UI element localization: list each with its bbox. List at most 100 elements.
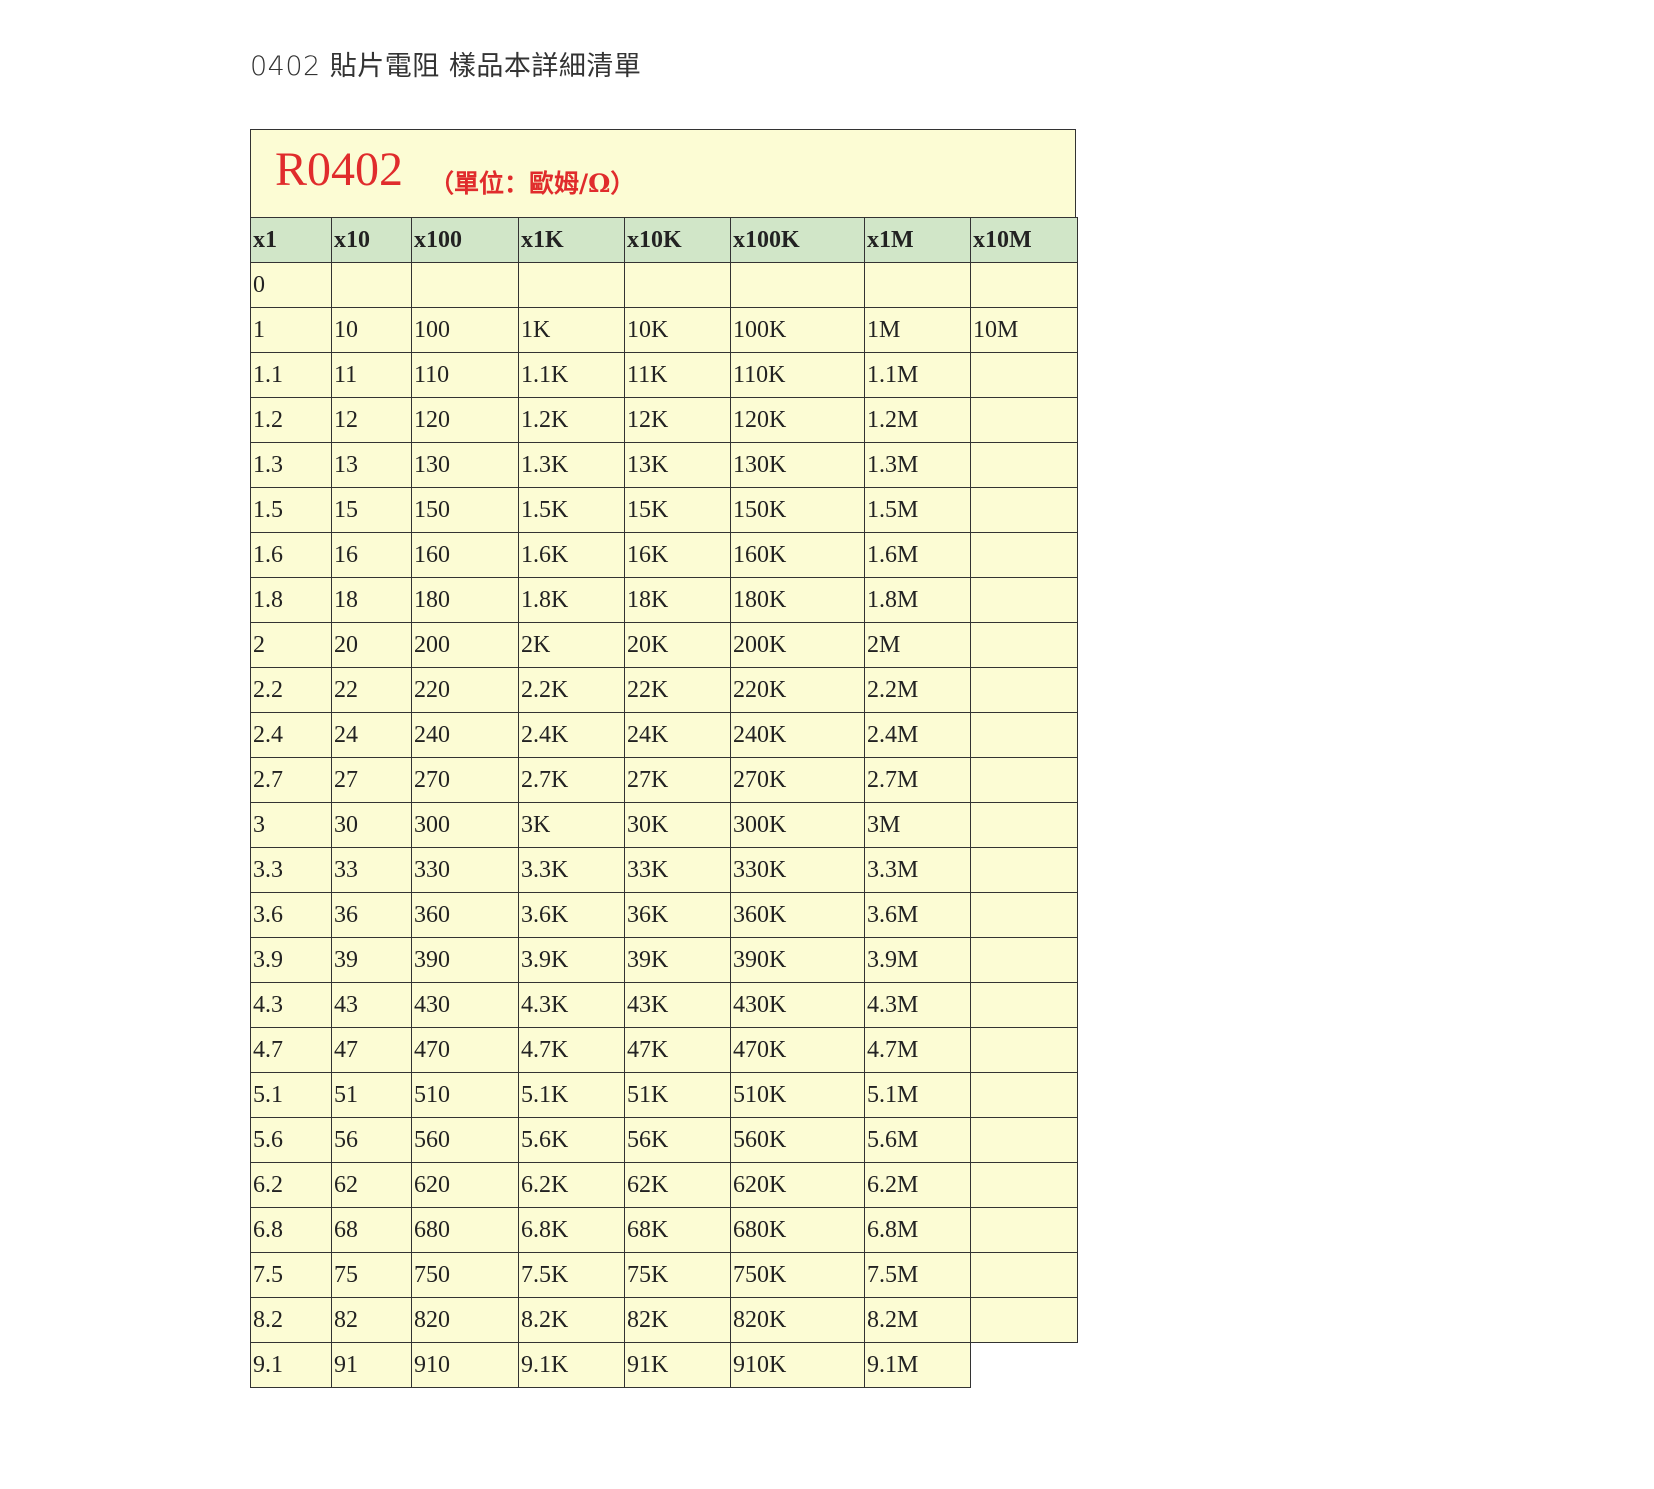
table-cell: 750K — [730, 1252, 865, 1298]
table-cell: 270 — [411, 757, 519, 803]
table-cell: 13K — [624, 442, 731, 488]
table-cell: 1K — [518, 307, 625, 353]
table-cell: 2K — [518, 622, 625, 668]
table-cell — [970, 937, 1078, 983]
table-cell: 510 — [411, 1072, 519, 1118]
table-cell: 130K — [730, 442, 865, 488]
table-cell: 560K — [730, 1117, 865, 1163]
table-cell: 2.2K — [518, 667, 625, 713]
table-cell: 6.8 — [250, 1207, 332, 1253]
table-row: 1.2 12 120 1.2K 12K 120K 1.2M — [250, 397, 1078, 443]
table-cell — [411, 262, 519, 308]
table-cell: 1.8K — [518, 577, 625, 623]
table-cell: 300K — [730, 802, 865, 848]
table-cell: 820 — [411, 1297, 519, 1343]
table-row: 3.9 39 390 3.9K 39K 390K 3.9M — [250, 937, 1078, 983]
table-cell: 150K — [730, 487, 865, 533]
table-cell — [970, 397, 1078, 443]
table-cell: 3.6M — [864, 892, 971, 938]
table-cell: 8.2K — [518, 1297, 625, 1343]
table-cell: 130 — [411, 442, 519, 488]
table-cell: 680K — [730, 1207, 865, 1253]
table-cell: 910 — [411, 1342, 519, 1388]
table-cell: 300 — [411, 802, 519, 848]
table-cell: 2.4K — [518, 712, 625, 758]
table-cell: 1.2 — [250, 397, 332, 443]
part-code: R0402 — [275, 143, 404, 196]
table-cell: 200K — [730, 622, 865, 668]
table-cell: 3.9 — [250, 937, 332, 983]
table-cell: 270K — [730, 757, 865, 803]
table-cell: 1.5 — [250, 487, 332, 533]
table-cell: 9.1M — [864, 1342, 971, 1388]
table-cell: 9.1 — [250, 1342, 332, 1388]
table-cell: 470K — [730, 1027, 865, 1073]
value-grid: x1 x10 x100 x1K x10K x100K x1M x10M 0 1 10 100 1K 10K… — [250, 217, 1078, 1388]
table-cell: 12K — [624, 397, 731, 443]
table-cell: 36K — [624, 892, 731, 938]
header-row: x1 x10 x100 x1K x10K x100K x1M x10M — [250, 217, 1078, 263]
table-cell: 1.5K — [518, 487, 625, 533]
table-cell: 1.1M — [864, 352, 971, 398]
table-cell: 4.3 — [250, 982, 332, 1028]
table-cell: 1.1K — [518, 352, 625, 398]
table-cell — [518, 262, 625, 308]
table-cell: 360K — [730, 892, 865, 938]
table-cell — [970, 667, 1078, 713]
table-cell: 18K — [624, 577, 731, 623]
table-cell: 6.2M — [864, 1162, 971, 1208]
table-cell — [970, 802, 1078, 848]
table-cell: 36 — [331, 892, 412, 938]
table-cell: 430 — [411, 982, 519, 1028]
table-cell: 5.6 — [250, 1117, 332, 1163]
table-cell: 12 — [331, 397, 412, 443]
table-row: 6.2 62 620 6.2K 62K 620K 6.2M — [250, 1162, 1078, 1208]
table-cell — [730, 262, 865, 308]
table-cell: 680 — [411, 1207, 519, 1253]
table-cell: 62 — [331, 1162, 412, 1208]
table-cell: 39 — [331, 937, 412, 983]
table-cell: 43K — [624, 982, 731, 1028]
table-row: 3.6 36 360 3.6K 36K 360K 3.6M — [250, 892, 1078, 938]
table-cell: 330 — [411, 847, 519, 893]
table-cell — [970, 1117, 1078, 1163]
table-cell: 68 — [331, 1207, 412, 1253]
table-cell: 6.2 — [250, 1162, 332, 1208]
table-cell: 47 — [331, 1027, 412, 1073]
table-cell: 2 — [250, 622, 332, 668]
table-cell: 240K — [730, 712, 865, 758]
table-cell: 8.2M — [864, 1297, 971, 1343]
table-cell — [970, 577, 1078, 623]
table-row: 1 10 100 1K 10K 100K 1M 10M — [250, 307, 1078, 353]
column-header: x100K — [730, 217, 865, 263]
table-cell: 1.2K — [518, 397, 625, 443]
column-header: x1K — [518, 217, 625, 263]
table-row: 5.1 51 510 5.1K 51K 510K 5.1M — [250, 1072, 1078, 1118]
table-cell: 9.1K — [518, 1342, 625, 1388]
table-cell: 160 — [411, 532, 519, 578]
table-row: 2 20 200 2K 20K 200K 2M — [250, 622, 1078, 668]
table-cell — [970, 532, 1078, 578]
table-cell: 3.3 — [250, 847, 332, 893]
table-cell: 5.6M — [864, 1117, 971, 1163]
table-cell — [970, 847, 1078, 893]
table-cell — [970, 262, 1078, 308]
table-cell: 33K — [624, 847, 731, 893]
table-cell: 6.8M — [864, 1207, 971, 1253]
table-cell: 100K — [730, 307, 865, 353]
table-cell: 16 — [331, 532, 412, 578]
table-cell: 1.6M — [864, 532, 971, 578]
table-cell: 56K — [624, 1117, 731, 1163]
table-cell: 68K — [624, 1207, 731, 1253]
table-cell — [331, 262, 412, 308]
table-cell: 27K — [624, 757, 731, 803]
table-cell: 51K — [624, 1072, 731, 1118]
table-cell: 24K — [624, 712, 731, 758]
table-cell: 30 — [331, 802, 412, 848]
table-cell: 1.8 — [250, 577, 332, 623]
table-cell: 3K — [518, 802, 625, 848]
column-header: x1M — [864, 217, 971, 263]
table-cell: 510K — [730, 1072, 865, 1118]
table-cell: 11 — [331, 352, 412, 398]
table-cell: 390K — [730, 937, 865, 983]
